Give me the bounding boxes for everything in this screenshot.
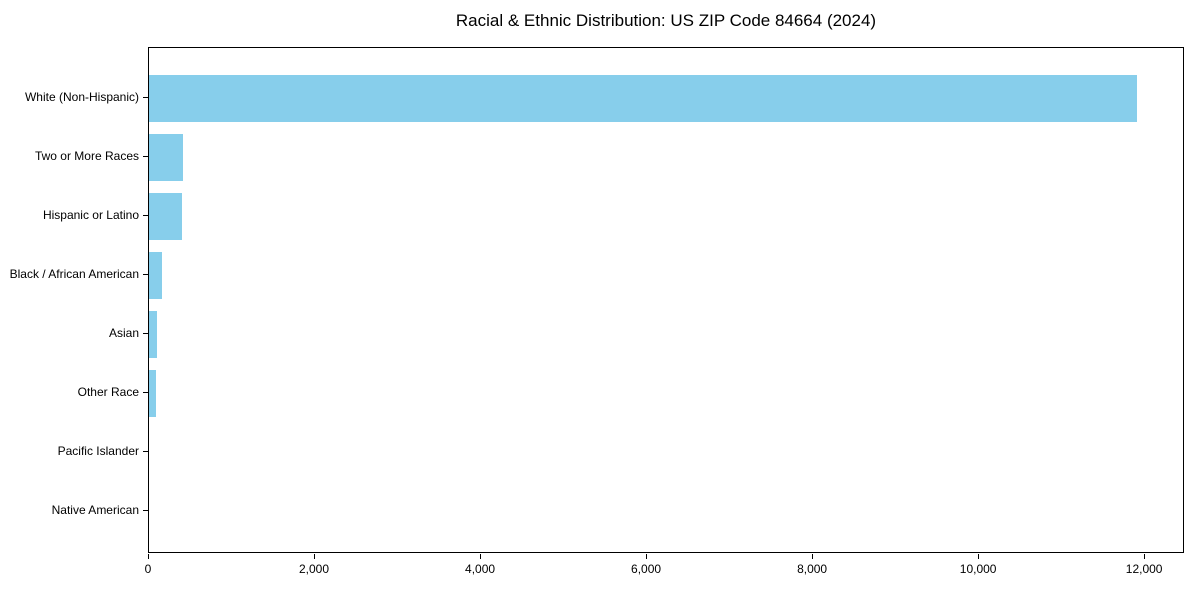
bar-two-or-more-races [149, 133, 184, 181]
plot-area [148, 47, 1184, 553]
x-tick-label: 2,000 [299, 562, 330, 576]
x-tick-mark [314, 554, 316, 559]
x-tick-label: 4,000 [465, 562, 496, 576]
y-tick-mark [143, 510, 148, 511]
y-tick-mark [143, 215, 148, 216]
x-tick-label: 6,000 [631, 562, 662, 576]
bar-asian [149, 310, 157, 358]
x-tick-mark [978, 554, 980, 559]
x-tick-label: 0 [144, 562, 152, 576]
x-tick-label: 10,000 [959, 562, 997, 576]
x-tick-mark [1144, 554, 1146, 559]
x-tick-label: 12,000 [1125, 562, 1163, 576]
y-tick-label: Native American [51, 503, 139, 517]
y-tick-label: Hispanic or Latino [42, 208, 139, 222]
y-tick-mark [143, 451, 148, 452]
bar-black-african-american [149, 251, 162, 299]
y-tick-label: Pacific Islander [57, 444, 139, 458]
chart-title: Racial & Ethnic Distribution: US ZIP Cod… [455, 11, 877, 30]
y-tick-mark [143, 274, 148, 275]
y-tick-label: White (Non-Hispanic) [24, 90, 139, 104]
y-tick-mark [143, 97, 148, 98]
y-tick-label: Asian [108, 326, 139, 340]
y-tick-mark [143, 333, 148, 334]
bar-white-non-hispanic [149, 74, 1137, 122]
y-tick-label: Other Race [77, 385, 139, 399]
bar-other-race [149, 369, 157, 417]
y-tick-label: Black / African American [9, 267, 139, 281]
y-tick-label: Two or More Races [34, 149, 139, 163]
y-tick-mark [143, 392, 148, 393]
x-tick-mark [646, 554, 648, 559]
x-tick-mark [812, 554, 814, 559]
y-tick-mark [143, 156, 148, 157]
bar-hispanic-or-latino [149, 192, 183, 240]
x-tick-mark [480, 554, 482, 559]
x-tick-mark [148, 554, 149, 559]
x-tick-label: 8,000 [797, 562, 828, 576]
